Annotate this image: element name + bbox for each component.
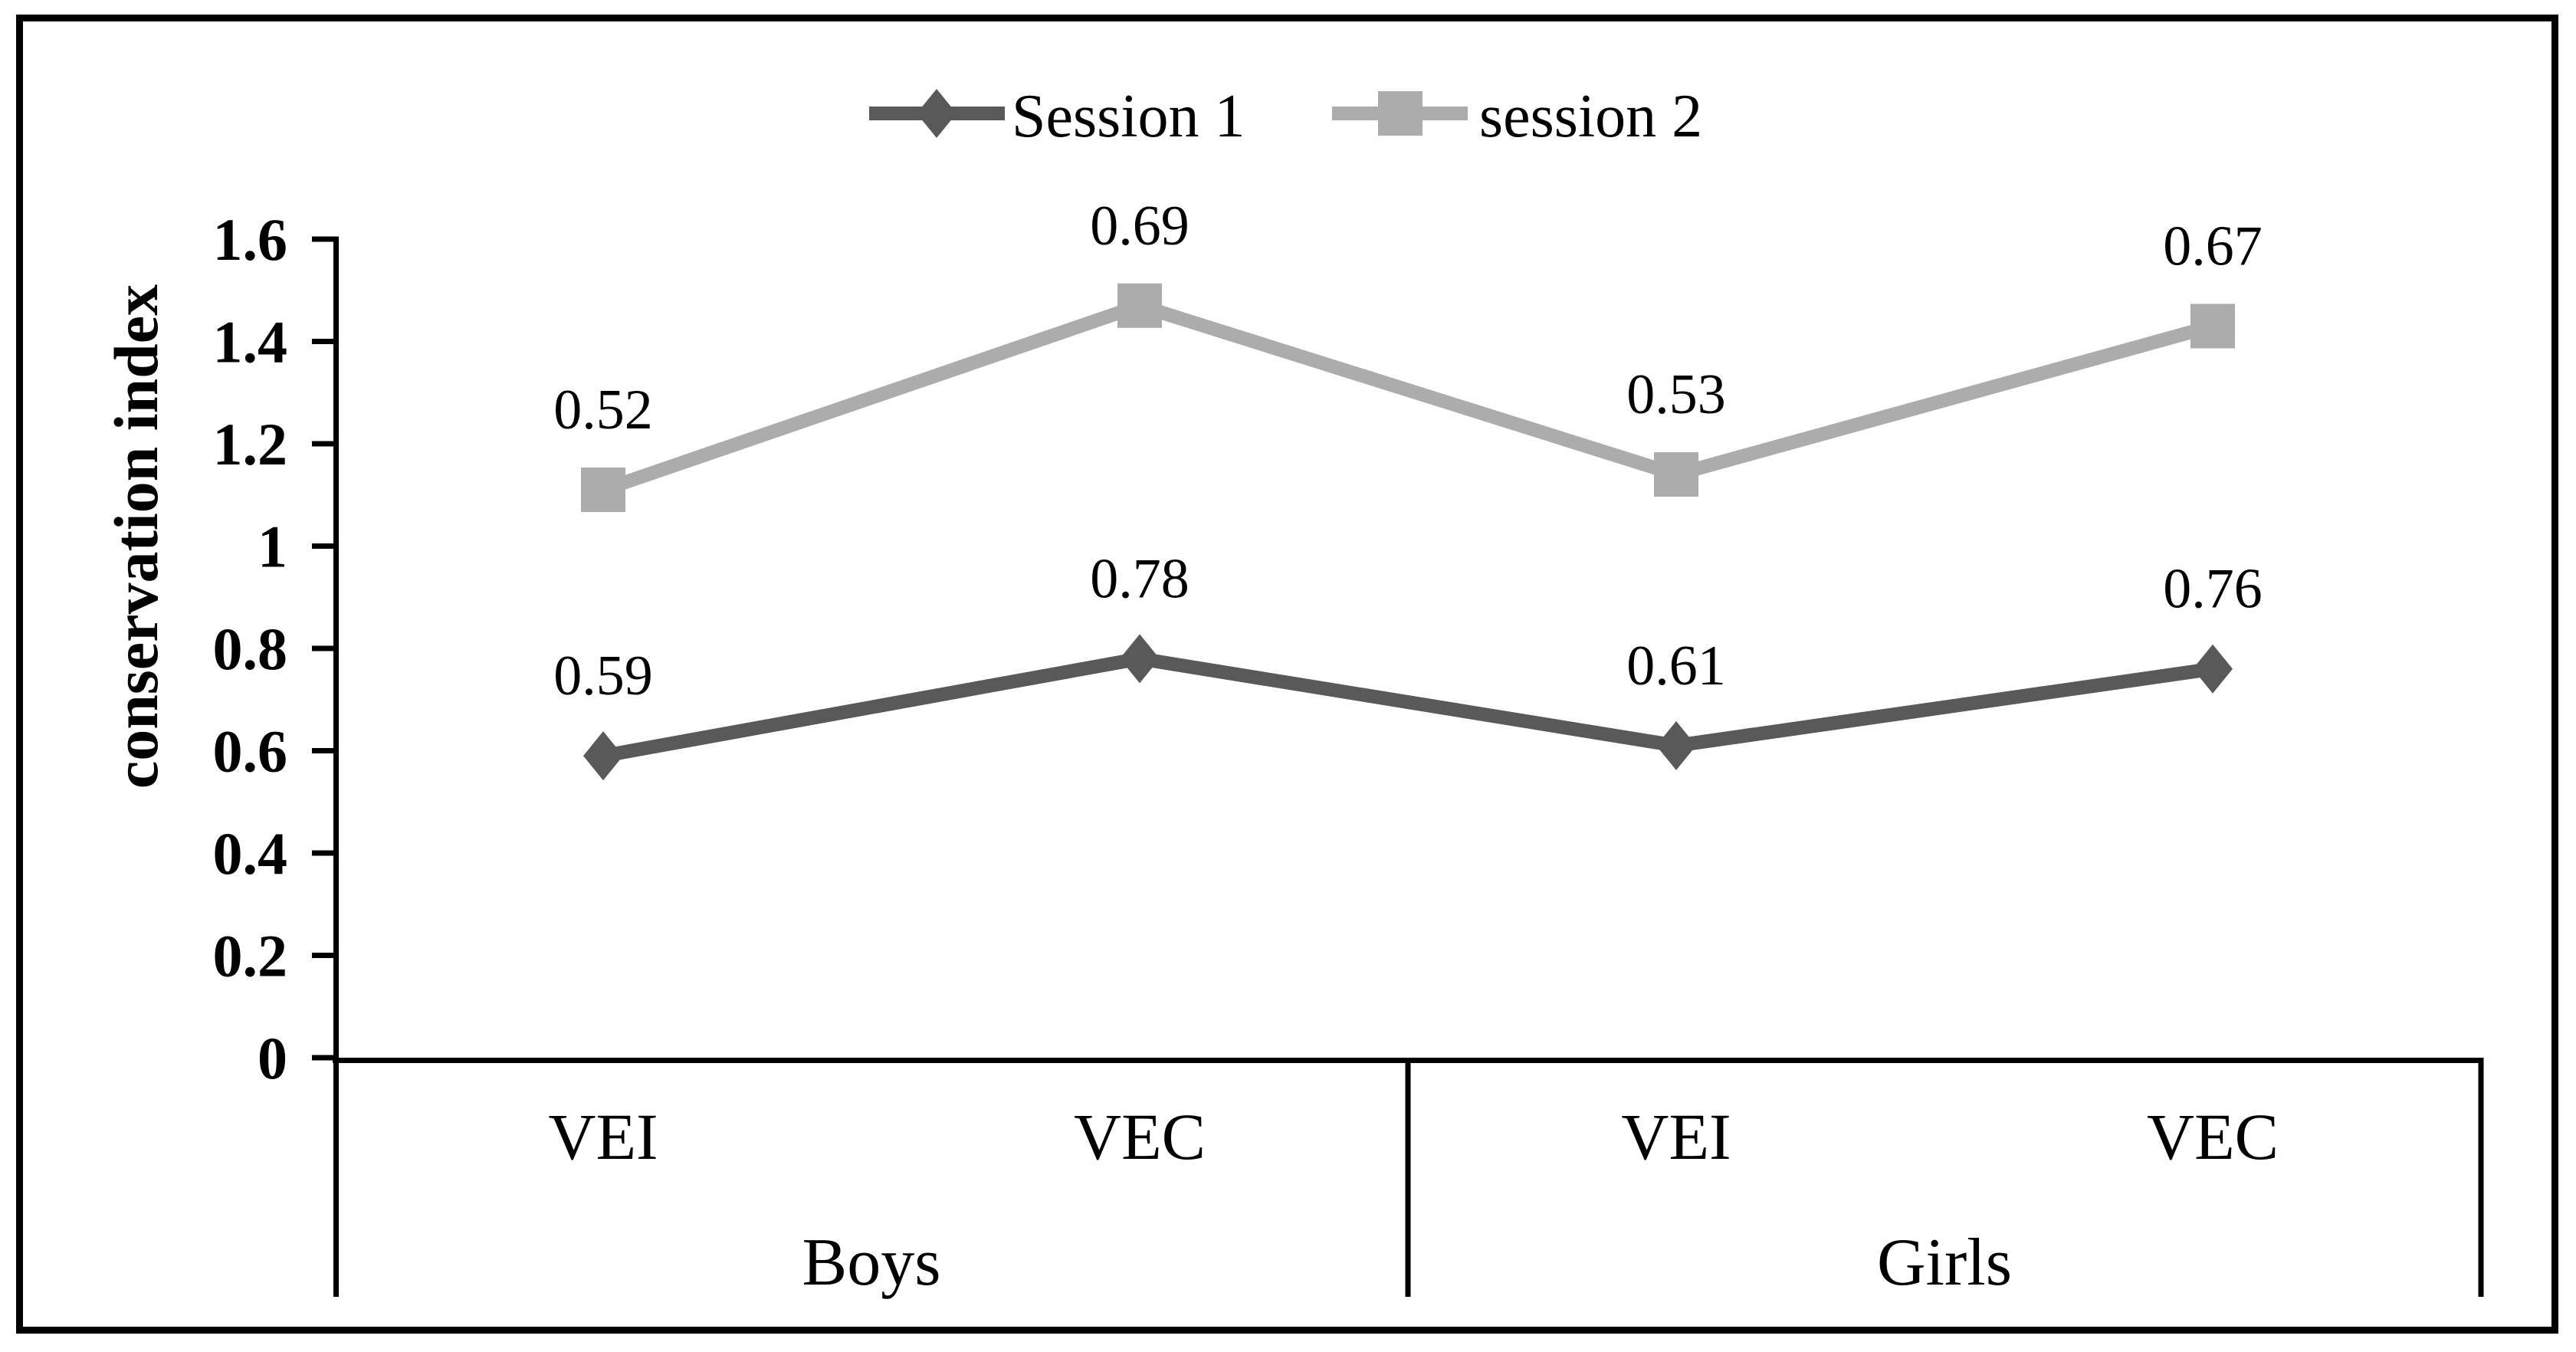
square-marker [2190,304,2235,349]
y-tick-label: 0 [258,1025,287,1091]
data-label: 0.69 [1090,195,1190,258]
y-tick-label: 1 [258,514,287,580]
y-tick-label: 0.6 [213,718,288,785]
data-label: 0.78 [1090,547,1190,610]
diamond-marker [1656,720,1696,770]
series-lines [581,283,2235,781]
data-label: 0.59 [553,645,653,707]
series-line-2 [601,298,2215,497]
y-tick-label: 0.4 [213,820,288,887]
data-label: 0.53 [1626,363,1726,426]
y-tick-label: 0.8 [213,615,288,682]
group-label: Girls [1877,1226,2012,1300]
figure-border [16,15,2558,1334]
data-labels: 0.59 0.78 0.61 0.76 0.52 0.69 0.53 0.67 [553,195,2263,707]
data-label: 0.67 [2163,215,2263,277]
y-tick-label: 0.2 [213,923,288,989]
legend-label: session 2 [1479,83,1702,150]
diamond-marker [1120,634,1160,684]
data-label: 0.61 [1626,635,1726,697]
y-tick-label: 1.4 [213,309,288,376]
legend-diamond-icon [917,89,957,138]
diamond-marker [2193,644,2233,694]
y-tick-label: 1.6 [213,206,288,273]
diamond-marker [583,731,623,781]
y-tick-label: 1.2 [213,411,288,477]
category-label: VEI [548,1100,658,1173]
y-axis: 0 0.2 0.4 0.6 0.8 1 1.2 1.4 1.6 [213,206,339,1297]
square-marker [1117,283,1162,328]
legend-label: Session 1 [1012,83,1245,150]
x-axis: VEI VEC VEI VEC Boys Girls [333,1058,2484,1300]
group-label: Boys [802,1226,941,1300]
category-label: VEI [1621,1100,1731,1173]
category-label: VEC [1074,1100,1206,1173]
square-marker [581,468,625,513]
data-label: 0.76 [2163,558,2263,621]
y-axis-title: conservation index [101,284,171,789]
legend-square-icon [1378,91,1423,136]
category-label: VEC [2147,1100,2279,1173]
square-marker [1654,452,1698,497]
data-label: 0.52 [553,379,653,441]
legend: Session 1 session 2 [869,83,1702,150]
series-line-1 [602,651,2214,763]
